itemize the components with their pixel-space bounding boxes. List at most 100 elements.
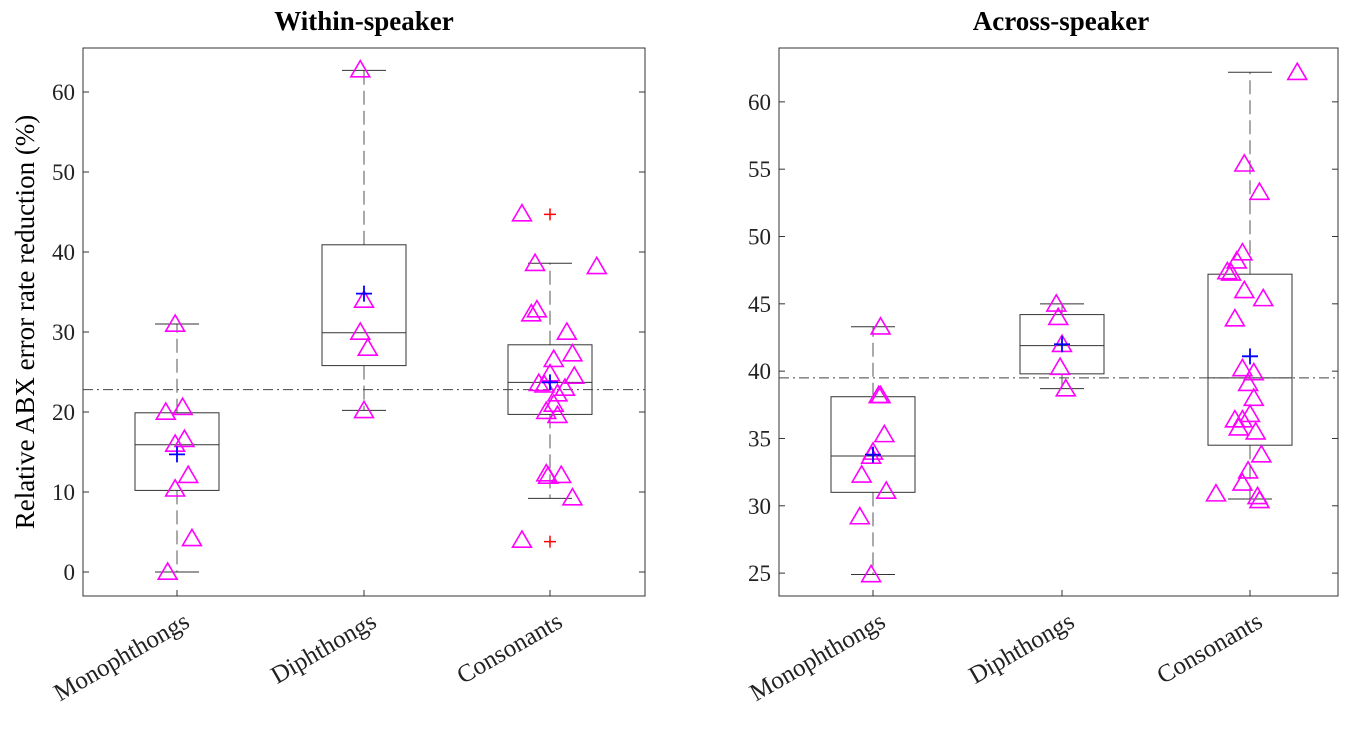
data-point <box>173 428 196 448</box>
data-point <box>511 203 533 222</box>
data-point <box>537 465 559 485</box>
mean-marker <box>1054 336 1070 353</box>
y-tick-label: 30 <box>52 320 75 345</box>
box-body <box>507 344 593 415</box>
data-point <box>1216 260 1239 280</box>
category-label-monophthongs: Monophthongs <box>49 608 194 707</box>
y-tick-label: 30 <box>748 494 771 519</box>
data-point <box>585 255 608 275</box>
data-point <box>154 401 177 421</box>
category-label-consonants: Consonants <box>1152 608 1267 690</box>
chart-title: Within-speaker <box>274 6 454 36</box>
category-label-monophthongs: Monophthongs <box>745 608 890 707</box>
y-tick-label: 45 <box>748 292 771 317</box>
data-point <box>349 59 372 78</box>
data-point <box>1286 61 1309 81</box>
box-diphthongs <box>321 69 407 411</box>
data-point <box>850 464 873 483</box>
points-consonants <box>1205 61 1309 509</box>
data-point <box>1224 308 1246 327</box>
data-point <box>561 487 584 506</box>
data-point <box>164 313 186 333</box>
data-point <box>1248 181 1271 201</box>
box-body <box>1207 273 1293 446</box>
data-point <box>869 384 892 404</box>
data-point <box>1047 306 1070 326</box>
data-point <box>156 561 179 581</box>
data-point <box>848 505 871 525</box>
mean-marker <box>169 446 185 463</box>
data-point <box>542 348 565 368</box>
data-point <box>524 252 546 272</box>
category-label-consonants: Consonants <box>452 608 567 690</box>
y-tick-label: 10 <box>52 480 75 505</box>
y-axis-label: Relative ABX error rate reduction (%) <box>10 115 40 530</box>
data-point <box>1248 489 1271 509</box>
data-point <box>873 423 896 443</box>
y-tick-label: 40 <box>52 240 75 265</box>
data-point <box>563 365 586 385</box>
y-tick-label: 25 <box>748 561 771 586</box>
y-tick-label: 40 <box>748 359 771 384</box>
box-body <box>321 244 407 367</box>
mean-marker <box>542 374 558 391</box>
data-point <box>1054 378 1077 397</box>
data-point <box>177 464 200 484</box>
outlier-marker <box>544 535 556 548</box>
plot-area <box>82 47 646 597</box>
data-point <box>164 433 186 453</box>
data-point <box>171 396 194 416</box>
points-consonants <box>511 203 608 549</box>
data-point <box>554 377 576 397</box>
outlier-marker <box>544 208 556 221</box>
data-point <box>1233 279 1256 299</box>
data-point <box>511 529 533 549</box>
data-point <box>356 337 379 357</box>
panel-across-speaker: Across-speaker 25 30 35 40 45 50 55 60 Monophthon… <box>745 6 1339 707</box>
data-point <box>860 563 882 583</box>
data-point <box>1242 361 1265 381</box>
category-label-diphthongs: Diphthongs <box>964 608 1079 690</box>
data-point <box>1045 293 1068 312</box>
plot-area <box>778 47 1339 597</box>
y-tick-label: 35 <box>748 426 771 451</box>
data-point <box>869 316 892 335</box>
data-point <box>353 399 375 419</box>
data-point <box>1231 242 1254 261</box>
data-point <box>1227 417 1250 436</box>
y-tick-label: 50 <box>748 225 771 250</box>
data-point <box>1225 250 1248 269</box>
points-diphthongs <box>349 59 379 419</box>
data-point <box>520 303 543 322</box>
data-point <box>1239 403 1261 423</box>
box-consonants <box>1207 71 1293 500</box>
data-point <box>535 400 558 420</box>
box-body <box>134 412 220 491</box>
data-point <box>1237 372 1259 392</box>
data-point <box>1244 421 1267 440</box>
data-point <box>561 343 584 362</box>
mean-marker <box>865 446 881 463</box>
y-tick-label: 60 <box>52 80 75 105</box>
data-point <box>1233 153 1256 172</box>
data-point <box>1252 287 1275 307</box>
data-point <box>353 289 375 309</box>
data-point <box>1205 483 1227 502</box>
y-tick-label: 60 <box>748 90 771 115</box>
data-point <box>875 480 898 499</box>
data-point <box>181 527 203 547</box>
data-point <box>164 478 186 497</box>
data-point <box>1242 387 1265 407</box>
data-point <box>1049 356 1071 376</box>
data-point <box>1237 460 1259 479</box>
y-tick-label: 0 <box>64 560 76 585</box>
data-point <box>1231 357 1254 377</box>
data-point <box>546 404 569 424</box>
panel-within-speaker: Within-speaker 0 10 20 30 40 50 60 Monophthongs D… <box>10 6 646 707</box>
data-point <box>349 321 372 341</box>
data-point <box>526 299 548 318</box>
points-monophthongs <box>848 316 898 583</box>
y-tick-label: 50 <box>52 160 75 185</box>
mean-marker <box>356 285 372 302</box>
